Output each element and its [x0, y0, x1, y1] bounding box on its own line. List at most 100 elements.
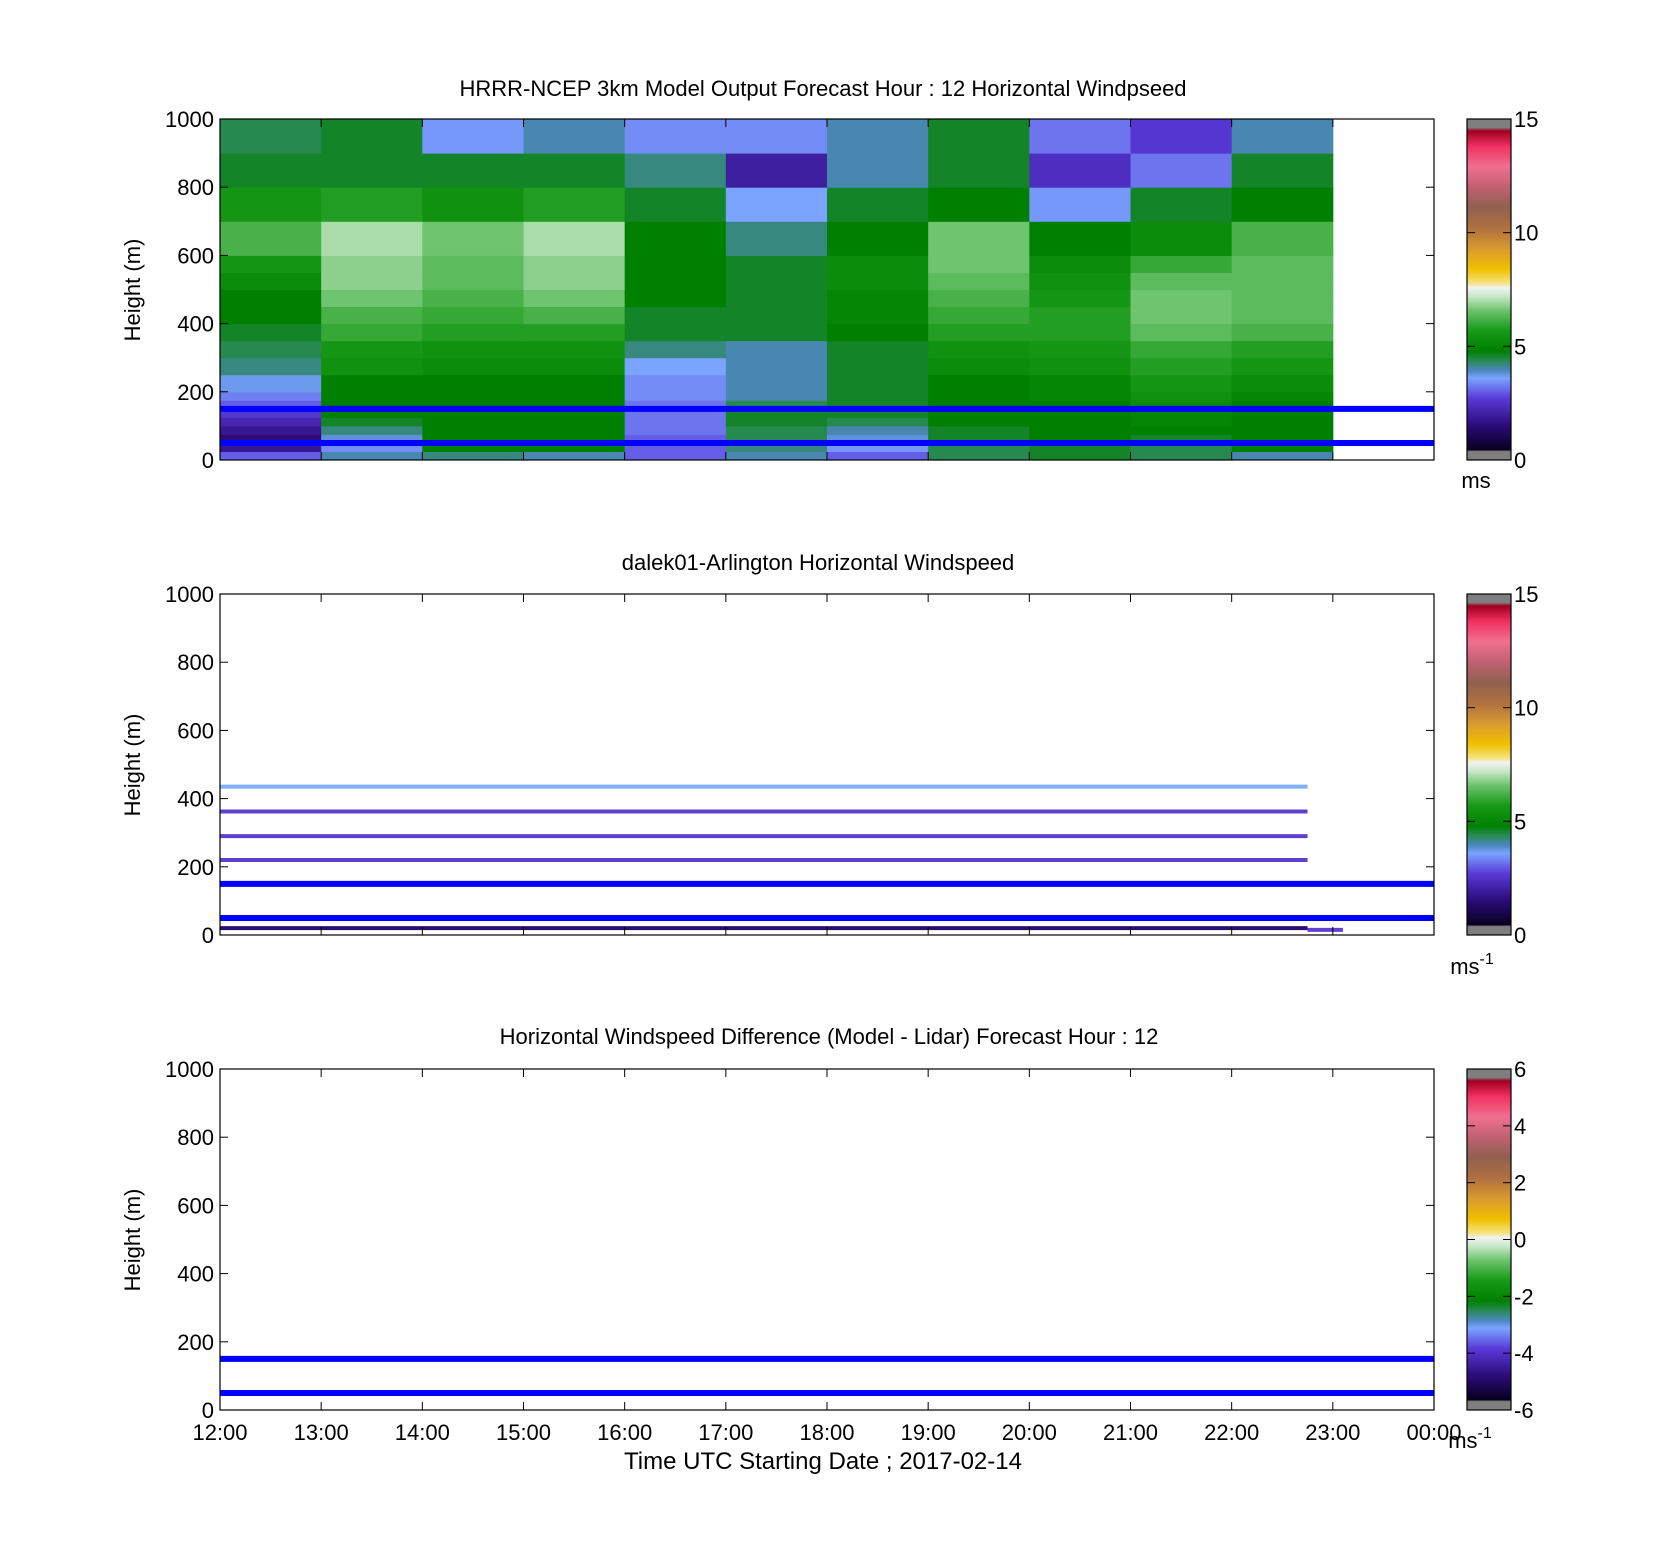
heatmap-cell: [523, 323, 626, 342]
heatmap-cell: [928, 425, 1030, 435]
heatmap-cell: [1231, 289, 1334, 308]
heatmap-cell: [321, 417, 423, 427]
heatmap-cell: [220, 417, 322, 427]
y-tick-label: 0: [202, 1398, 214, 1423]
heatmap-cell: [725, 357, 828, 376]
y-tick-label: 600: [177, 718, 214, 743]
heatmap-cell: [624, 255, 727, 273]
heatmap-cell: [1130, 400, 1233, 410]
heatmap-cell: [1130, 340, 1233, 359]
panel-difference: Horizontal Windspeed Difference (Model -…: [120, 1024, 1534, 1475]
heatmap-cell: [1130, 153, 1233, 188]
heatmap-cell: [827, 323, 929, 342]
x-axis-label: Time UTC Starting Date ; 2017-02-14: [624, 1448, 1022, 1475]
heatmap-cell: [624, 289, 727, 308]
colorbar-tick-label: 15: [1514, 582, 1538, 607]
heatmap-cell: [422, 408, 524, 418]
y-tick-label: 200: [177, 855, 214, 880]
heatmap-cell: [220, 434, 322, 444]
heatmap-cell: [523, 434, 626, 444]
colorbar-tick-label: -6: [1514, 1398, 1534, 1423]
heatmap-cell: [827, 119, 929, 154]
y-tick-label: 400: [177, 1262, 214, 1287]
heatmap-cell: [624, 272, 727, 290]
heatmap-cell: [725, 451, 828, 461]
heatmap-cell: [1029, 187, 1131, 222]
colorbar-tick-label: 0: [1514, 1228, 1526, 1253]
heatmap-cell: [725, 391, 828, 401]
heatmap-cell: [422, 425, 524, 435]
colorbar-tick-label: 10: [1514, 221, 1538, 246]
heatmap-cell: [321, 255, 423, 273]
heatmap-cell: [321, 374, 423, 393]
heatmap-cell: [422, 340, 524, 359]
heatmap-cell: [422, 289, 524, 308]
heatmap-cell: [725, 417, 828, 427]
heatmap-cell: [1231, 400, 1334, 410]
heatmap-cell: [220, 255, 322, 273]
heatmap-cell: [1029, 374, 1131, 393]
heatmap-cell: [1231, 442, 1334, 452]
x-tick-label: 16:00: [597, 1420, 652, 1445]
panel-difference-unit-exp: -1: [1478, 1425, 1492, 1442]
heatmap-cell: [624, 323, 727, 342]
heatmap-cell: [1231, 391, 1334, 401]
panel-model: HRRR-NCEP 3km Model Output Forecast Hour…: [120, 76, 1538, 493]
heatmap-cell: [624, 357, 727, 376]
heatmap-cell: [827, 187, 929, 222]
heatmap-cell: [1231, 434, 1334, 444]
heatmap-cell: [624, 119, 727, 154]
heatmap-cell: [725, 221, 828, 256]
heatmap-cell: [1130, 323, 1233, 342]
colorbar-tick-label: 10: [1514, 696, 1538, 721]
heatmap-cell: [321, 425, 423, 435]
heatmap-cell: [1130, 306, 1233, 325]
colorbar-tick-label: -2: [1514, 1284, 1534, 1309]
heatmap-cell: [220, 340, 322, 359]
heatmap-cell: [220, 323, 322, 342]
panel-difference-colorbar: -6 -4 -2 0 2 4 6: [1466, 1057, 1534, 1423]
heatmap-cell: [1130, 451, 1233, 461]
heatmap-cell: [422, 400, 524, 410]
x-tick-label: 12:00: [192, 1420, 247, 1445]
heatmap-cell: [928, 408, 1030, 418]
colorbar-gradient: [1467, 119, 1511, 460]
heatmap-cell: [220, 272, 322, 290]
heatmap-cell: [220, 374, 322, 393]
heatmap-cell: [422, 374, 524, 393]
heatmap-cell: [1029, 417, 1131, 427]
heatmap-cell: [928, 289, 1030, 308]
heatmap-cell: [422, 323, 524, 342]
plot-background: [220, 594, 1434, 935]
heatmap-cell: [928, 391, 1030, 401]
y-tick-label: 400: [177, 312, 214, 337]
heatmap-cell: [220, 400, 322, 410]
heatmap-cell: [928, 451, 1030, 461]
heatmap-cell: [624, 391, 727, 401]
heatmap-cell: [1029, 408, 1131, 418]
heatmap-cell: [523, 451, 626, 461]
heatmap-cell: [1231, 306, 1334, 325]
x-tick-label: 19:00: [901, 1420, 956, 1445]
heatmap-cell: [1130, 408, 1233, 418]
heatmap-cell: [220, 119, 322, 154]
y-tick-label: 1000: [165, 1057, 214, 1082]
heatmap-cell: [321, 434, 423, 444]
heatmap-cell: [523, 153, 626, 188]
colorbar-tick-label: 5: [1514, 334, 1526, 359]
heatmap-cell: [1231, 272, 1334, 290]
panel-lidar-colorbar: 0 5 10 15: [1466, 582, 1538, 948]
heatmap-cell: [422, 221, 524, 256]
heatmap-cell: [523, 357, 626, 376]
heatmap-cell: [1130, 391, 1233, 401]
x-tick-label: 23:00: [1305, 1420, 1360, 1445]
heatmap-cell: [1029, 451, 1131, 461]
heatmap-cell: [1231, 417, 1334, 427]
x-tick-label: 13:00: [294, 1420, 349, 1445]
y-tick-label: 1000: [165, 107, 214, 132]
heatmap-cell: [1231, 451, 1334, 461]
heatmap-cell: [725, 374, 828, 393]
heatmap-cell: [1130, 187, 1233, 222]
x-tick-label: 14:00: [395, 1420, 450, 1445]
heatmap-cell: [1130, 417, 1233, 427]
